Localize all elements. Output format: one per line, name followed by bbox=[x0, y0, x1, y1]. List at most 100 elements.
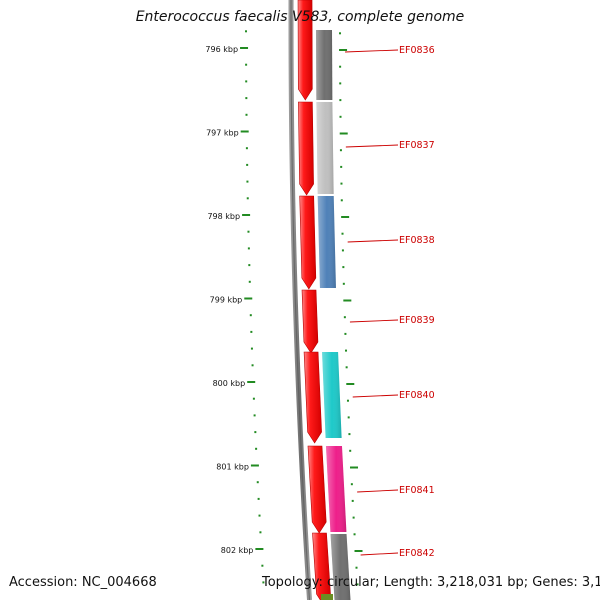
minor-tick-left bbox=[255, 447, 258, 450]
backbone-track bbox=[288, 0, 312, 601]
ruler-label: 798 kbp bbox=[207, 212, 240, 221]
ruler-label: 796 kbp bbox=[205, 45, 238, 54]
minor-tick-right bbox=[339, 99, 342, 102]
gene-label-ef0840: EF0840 bbox=[399, 390, 435, 401]
minor-tick-left bbox=[245, 63, 248, 66]
gene-label-ef0838: EF0838 bbox=[399, 235, 435, 246]
minor-tick-right bbox=[343, 316, 346, 319]
minor-tick-right bbox=[341, 232, 344, 235]
gene-block-shading bbox=[325, 446, 347, 532]
minor-tick-left bbox=[262, 581, 265, 584]
gene-label-leader bbox=[352, 394, 399, 398]
minor-tick-right bbox=[345, 349, 348, 352]
minor-tick-right bbox=[345, 366, 348, 369]
backbone-strand-line bbox=[290, 0, 311, 601]
ruler-label: 797 kbp bbox=[206, 129, 239, 138]
gene-features bbox=[316, 30, 351, 600]
forward-feature-arrow bbox=[303, 351, 322, 444]
gene-label-ef0841: EF0841 bbox=[399, 485, 435, 496]
minor-tick-right bbox=[347, 416, 350, 419]
minor-tick-left bbox=[247, 230, 250, 233]
ruler-label: 802 kbp bbox=[221, 546, 254, 555]
minor-tick-right bbox=[342, 266, 345, 269]
minor-tick-left bbox=[248, 280, 251, 283]
minor-tick-right bbox=[349, 449, 352, 452]
minor-tick-right bbox=[340, 199, 343, 202]
minor-tick-left bbox=[252, 397, 255, 400]
major-tick-left bbox=[244, 297, 253, 300]
major-tick-right bbox=[346, 383, 355, 385]
minor-tick-right bbox=[356, 583, 359, 586]
ruler-label: 800 kbp bbox=[213, 379, 246, 388]
minor-tick-right bbox=[340, 182, 343, 185]
minor-tick-right bbox=[339, 149, 342, 152]
minor-tick-left bbox=[245, 113, 248, 116]
minor-tick-right bbox=[353, 533, 356, 536]
minor-tick-left bbox=[245, 80, 248, 83]
gene-label-ef0842: EF0842 bbox=[399, 548, 435, 559]
minor-tick-right bbox=[352, 516, 355, 519]
gene-block-next-stub bbox=[321, 594, 333, 600]
gene-label-leader bbox=[360, 552, 399, 556]
minor-tick-right bbox=[342, 282, 345, 285]
minor-tick-left bbox=[257, 497, 260, 500]
gene-label-leader bbox=[347, 239, 399, 243]
major-tick-left bbox=[242, 214, 251, 216]
genome-summary-text: Topology: circular; Length: 3,218,031 bp… bbox=[262, 575, 600, 590]
minor-tick-left bbox=[251, 364, 254, 367]
major-tick-left bbox=[250, 464, 259, 467]
position-ruler: 796 kbp 797 kbp 798 kbp 799 kbp 800 kbp 801 k… bbox=[205, 30, 363, 586]
minor-tick-right bbox=[339, 65, 342, 68]
major-tick-right bbox=[339, 49, 348, 51]
minor-tick-left bbox=[248, 264, 251, 267]
gene-label-leader bbox=[345, 144, 399, 148]
gene-block-shading bbox=[317, 196, 336, 288]
minor-tick-right bbox=[348, 433, 351, 436]
minor-tick-left bbox=[256, 481, 259, 484]
minor-tick-left bbox=[254, 431, 257, 434]
forward-feature-arrow bbox=[301, 289, 319, 354]
major-tick-right bbox=[354, 550, 363, 552]
map-title: Enterococcus faecalis V583, complete gen… bbox=[135, 9, 465, 25]
ruler-label: 801 kbp bbox=[216, 463, 249, 472]
minor-tick-right bbox=[350, 483, 353, 486]
gene-label-leader bbox=[349, 319, 399, 323]
minor-tick-left bbox=[249, 314, 252, 317]
minor-tick-left bbox=[250, 347, 253, 350]
gene-label-leader bbox=[357, 489, 399, 493]
gene-label-ef0837: EF0837 bbox=[399, 140, 435, 151]
forward-feature-arrow bbox=[299, 195, 317, 290]
major-tick-right bbox=[343, 299, 352, 302]
gene-label-ef0836: EF0836 bbox=[399, 45, 435, 56]
minor-tick-right bbox=[339, 32, 342, 35]
minor-tick-left bbox=[253, 414, 256, 417]
ruler-label: 799 kbp bbox=[210, 296, 243, 305]
forward-feature-arrow bbox=[298, 101, 314, 196]
gene-label-leader bbox=[345, 49, 399, 53]
major-tick-right bbox=[339, 132, 348, 135]
minor-tick-right bbox=[346, 399, 349, 402]
minor-tick-left bbox=[247, 247, 250, 250]
minor-tick-left bbox=[261, 564, 264, 567]
minor-tick-left bbox=[250, 330, 253, 333]
major-tick-left bbox=[255, 548, 264, 550]
accession-text: Accession: NC_004668 bbox=[9, 575, 157, 590]
minor-tick-left bbox=[245, 147, 248, 150]
gene-block-shading bbox=[330, 534, 351, 600]
minor-tick-left bbox=[245, 97, 248, 100]
major-tick-right bbox=[341, 216, 350, 218]
major-tick-right bbox=[350, 466, 359, 469]
minor-tick-left bbox=[246, 163, 249, 166]
minor-tick-right bbox=[341, 249, 344, 252]
minor-tick-right bbox=[355, 566, 358, 569]
forward-feature-arrow bbox=[297, 0, 313, 101]
minor-tick-right bbox=[339, 82, 342, 85]
gene-label-ef0839: EF0839 bbox=[399, 315, 435, 326]
forward-feature-arrow bbox=[307, 445, 327, 534]
forward-strand-features bbox=[297, 0, 331, 605]
major-tick-left bbox=[240, 47, 249, 49]
minor-tick-left bbox=[246, 180, 249, 183]
gene-block-shading bbox=[322, 352, 342, 438]
